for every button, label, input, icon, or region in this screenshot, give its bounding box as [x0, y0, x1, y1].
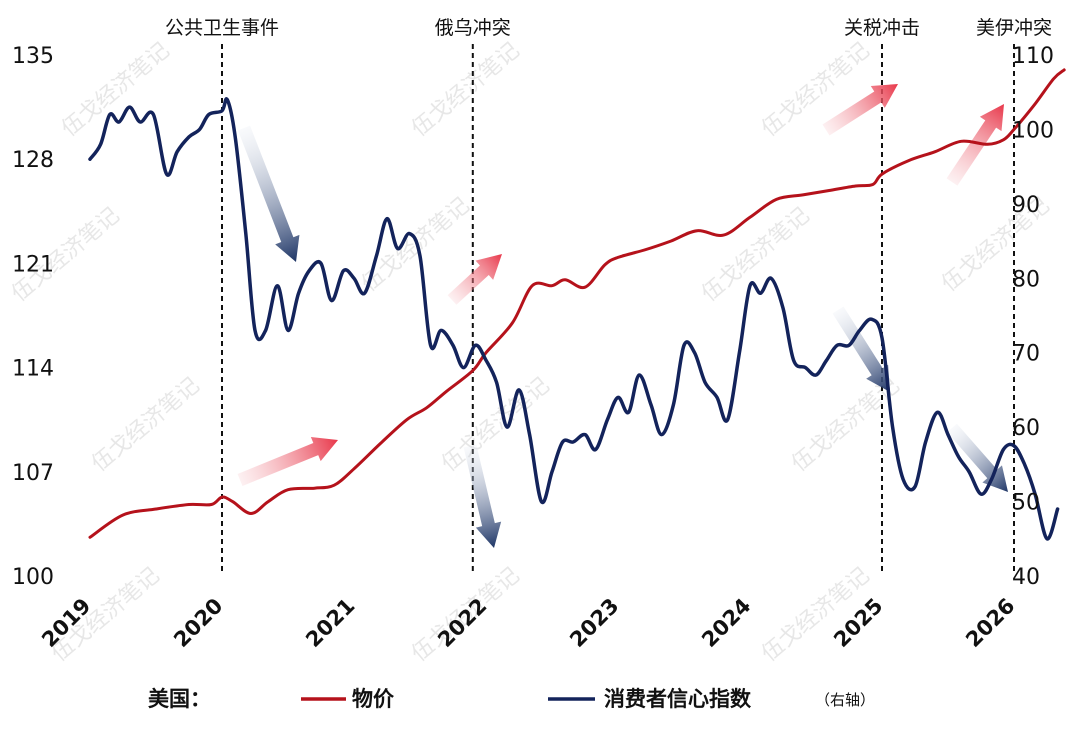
- y-right-tick-label: 90: [1012, 193, 1040, 218]
- y-right-tick-label: 50: [1012, 491, 1040, 516]
- y-right-tick-label: 80: [1012, 267, 1040, 292]
- y-left-tick-label: 107: [12, 461, 54, 486]
- event-label: 俄乌冲突: [435, 17, 511, 39]
- event-label: 公共卫生事件: [165, 17, 279, 39]
- x-tick-label: 2026: [961, 594, 1019, 652]
- x-tick-label: 2023: [565, 594, 623, 652]
- legend-prefix: 美国：: [148, 687, 211, 711]
- y-left-tick-label: 135: [12, 44, 54, 69]
- x-tick-label: 2021: [301, 594, 359, 652]
- watermark-text: 伍戈经济笔记: [757, 38, 874, 142]
- series-layer: [88, 68, 1066, 541]
- y-left-tick-label: 114: [12, 357, 54, 382]
- watermark-text: 伍戈经济笔记: [437, 373, 554, 477]
- y-left-tick-label: 121: [12, 252, 54, 277]
- watermark-text: 伍戈经济笔记: [87, 373, 204, 477]
- arrow-down-icon: [237, 125, 300, 263]
- y-right-tick-label: 70: [1012, 342, 1040, 367]
- event-layer: 公共卫生事件 俄乌冲突 关税冲击 美伊冲突: [165, 17, 1052, 574]
- x-tick-label: 2024: [697, 594, 755, 652]
- arrow-up-icon: [946, 104, 1004, 186]
- arrow-down-icon: [947, 423, 1009, 493]
- axis-layer: 1001071141211281354050607080901001102019…: [12, 44, 1054, 652]
- x-tick-label: 2020: [169, 594, 227, 652]
- legend: 美国： 物价 消费者信心指数 （右轴）: [148, 687, 875, 711]
- legend-price-label: 物价: [352, 687, 395, 711]
- arrow-up-icon: [447, 253, 503, 305]
- arrow-up-icon: [822, 84, 898, 136]
- y-right-tick-label: 100: [1012, 118, 1054, 143]
- y-left-tick-label: 100: [12, 565, 54, 590]
- legend-confidence-label: 消费者信心指数: [604, 687, 752, 711]
- confidence-series-line: [88, 97, 1060, 541]
- y-right-tick-label: 110: [1012, 44, 1054, 69]
- event-label: 美伊冲突: [976, 17, 1052, 39]
- price-series-line: [88, 68, 1066, 539]
- y-right-tick-label: 60: [1012, 416, 1040, 441]
- y-left-tick-label: 128: [12, 148, 54, 173]
- arrow-up-icon: [237, 437, 339, 487]
- event-label: 关税冲击: [844, 17, 920, 39]
- arrow-down-icon: [463, 444, 502, 548]
- trend-arrows: [237, 84, 1009, 548]
- arrow-down-icon: [832, 306, 891, 393]
- watermark-text: 伍戈经济笔记: [697, 203, 814, 307]
- legend-confidence-note: （右轴）: [815, 691, 875, 709]
- y-right-tick-label: 40: [1012, 565, 1040, 590]
- watermark-text: 伍戈经济笔记: [407, 38, 524, 142]
